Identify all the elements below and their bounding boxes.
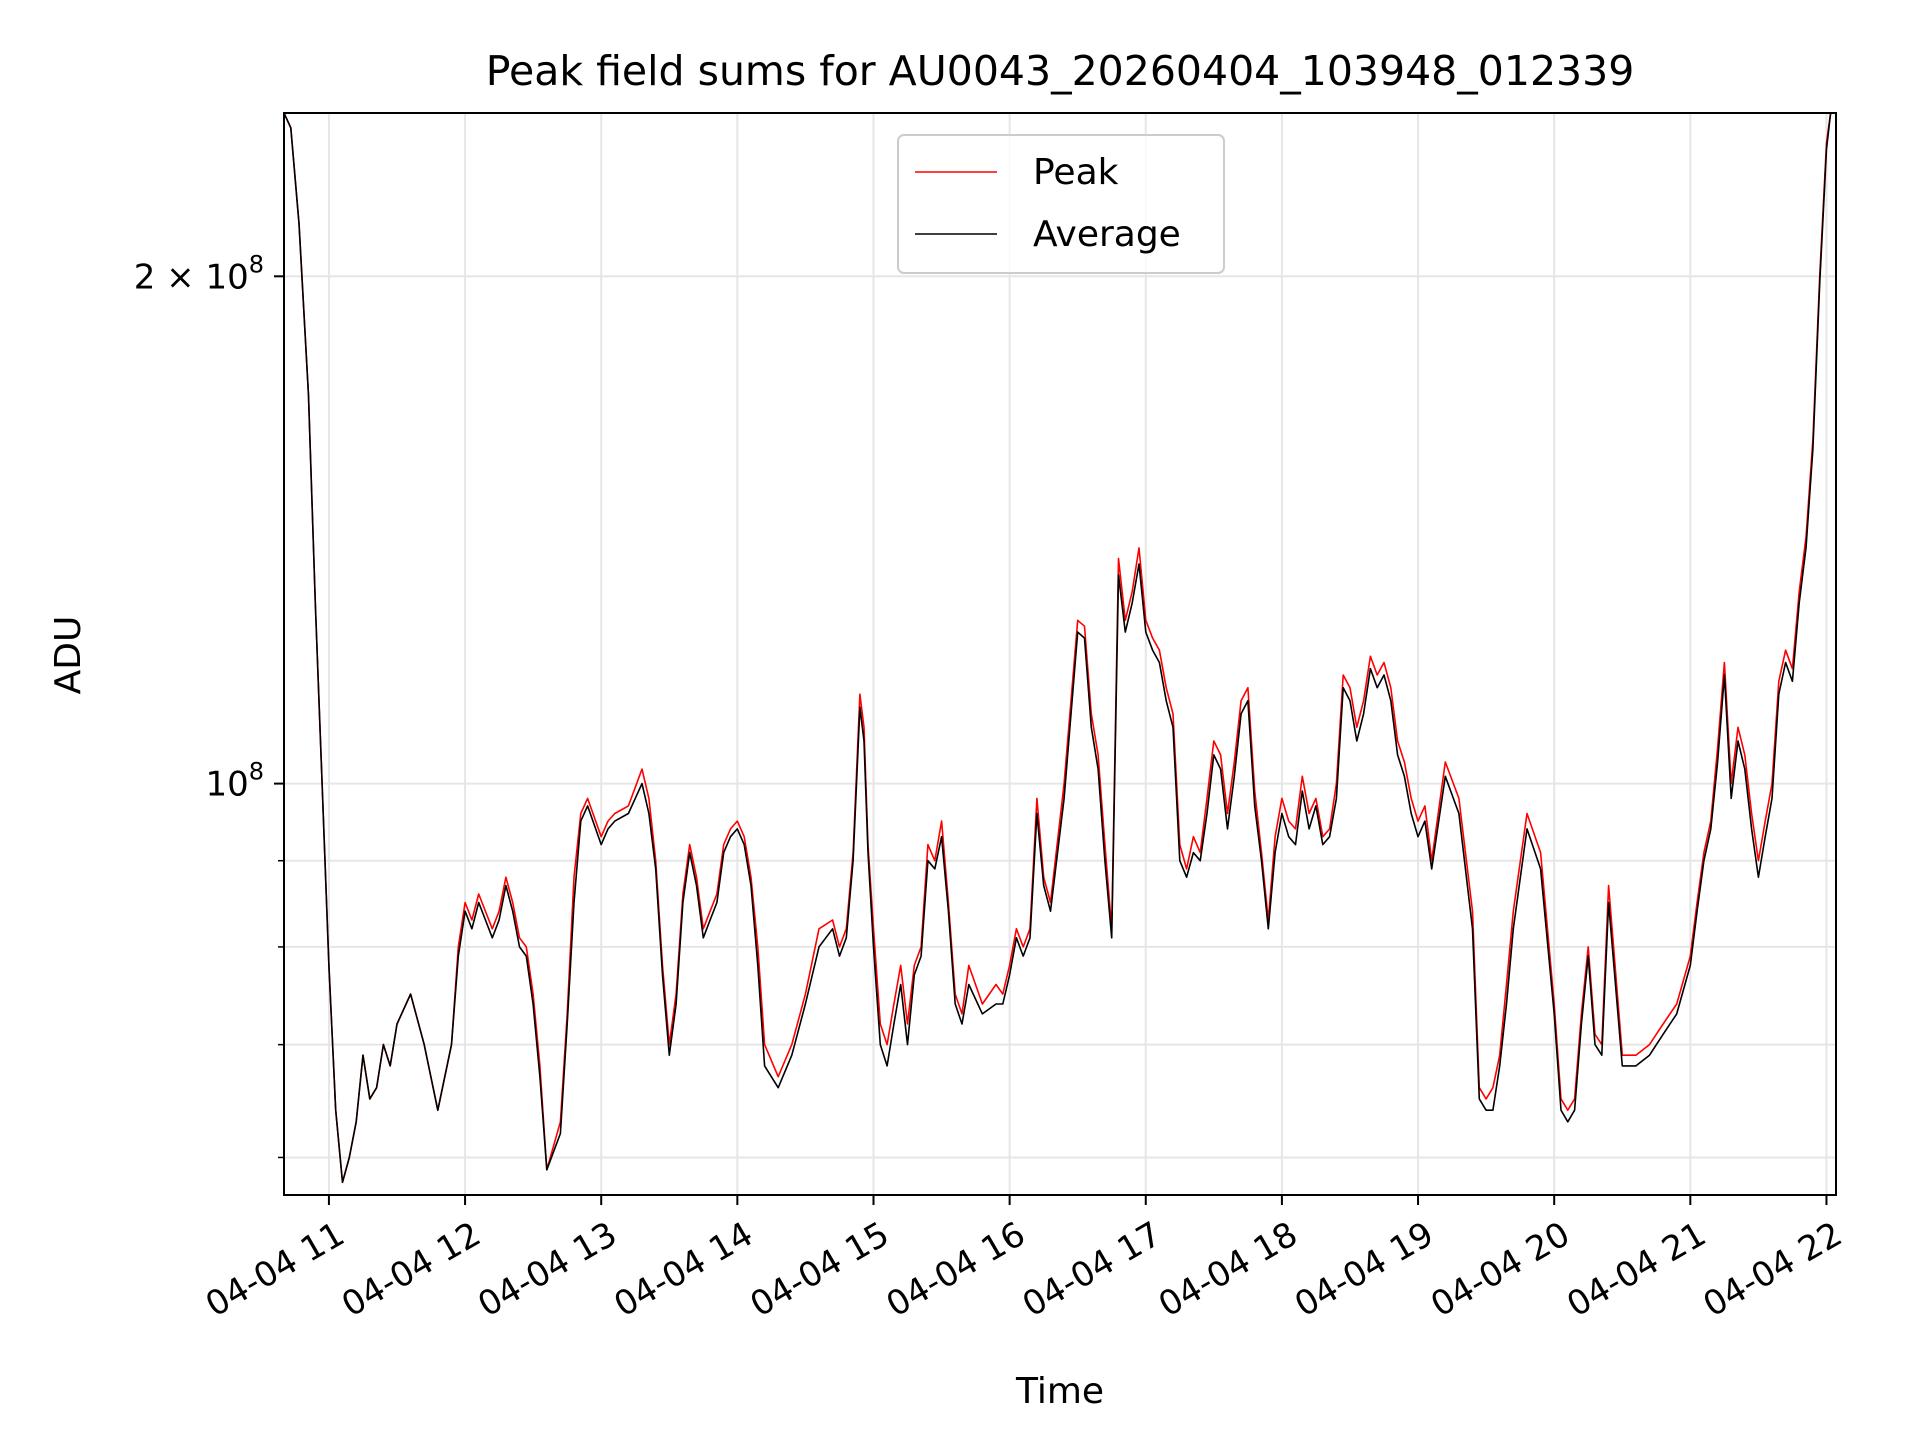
y-axis-label: ADU [48,616,89,695]
plot-frame [283,112,1837,1196]
legend-label-average: Average [1033,214,1181,255]
grid [284,113,1836,1195]
y-axis: 108 2 × 108 [134,250,284,1159]
series-area [284,113,1836,1184]
y-tick-label: 2 × 108 [134,250,264,297]
legend-label-peak: Peak [1033,152,1119,193]
chart-title: Peak field sums for AU0043_20260404_1039… [486,47,1635,95]
legend: Peak Average [897,134,1225,274]
x-axis-label: Time [1015,1371,1104,1412]
series-line-average [284,113,1836,1184]
legend-box [897,134,1225,274]
y-tick-label: 108 [205,758,264,805]
